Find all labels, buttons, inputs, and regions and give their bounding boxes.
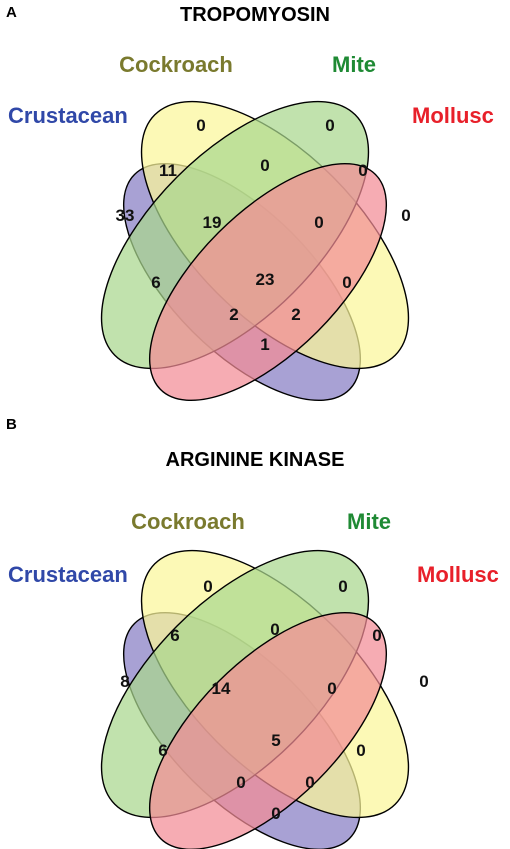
panel-b-letter: B <box>6 416 17 433</box>
count-crustacean-cockroach-mite: 14 <box>212 679 231 698</box>
venn-diagram-a: Crustacean Cockroach Mite Mollusc 33 0 0… <box>8 52 494 402</box>
count-all-four: 5 <box>271 731 280 750</box>
set-label-crustacean: Crustacean <box>8 103 128 128</box>
count-crustacean-only: 8 <box>120 672 129 691</box>
count-cockroach-mollusc: 0 <box>356 741 365 760</box>
count-cockroach-mollusc: 0 <box>342 273 351 292</box>
count-crustacean-only: 33 <box>116 206 135 225</box>
venn-diagram-b: Crustacean Cockroach Mite Mollusc 8 0 0 … <box>8 509 499 849</box>
set-label-mollusc: Mollusc <box>412 103 494 128</box>
set-label-mite: Mite <box>332 52 376 77</box>
count-crustacean-mollusc: 1 <box>260 335 269 354</box>
count-crustacean-mite: 6 <box>158 741 167 760</box>
set-ellipse-mollusc <box>148 611 388 849</box>
set-ellipse-mollusc <box>148 162 388 402</box>
count-cockroach-only: 0 <box>196 116 205 135</box>
count-mollusc-only: 0 <box>401 206 410 225</box>
set-label-mite: Mite <box>347 509 391 534</box>
set-label-cockroach: Cockroach <box>131 509 245 534</box>
panel-a-title: TROPOMYOSIN <box>179 4 330 26</box>
count-all-four: 23 <box>256 270 275 289</box>
set-label-mollusc: Mollusc <box>417 562 499 587</box>
count-cockroach-mite: 0 <box>260 156 269 175</box>
count-mite-only: 0 <box>338 577 347 596</box>
count-crustacean-cockroach-mollusc: 0 <box>305 773 314 792</box>
count-cockroach-only: 0 <box>203 577 212 596</box>
count-crustacean-cockroach-mollusc: 2 <box>291 305 300 324</box>
count-mollusc-only: 0 <box>419 672 428 691</box>
count-crustacean-mite-mollusc: 0 <box>236 773 245 792</box>
count-crustacean-mollusc: 0 <box>271 804 280 823</box>
count-mite-mollusc: 0 <box>372 626 381 645</box>
set-label-crustacean: Crustacean <box>8 562 128 587</box>
count-crustacean-mite: 6 <box>151 273 160 292</box>
panel-b-title: ARGININE KINASE <box>165 449 345 471</box>
count-cockroach-mite-mollusc: 0 <box>327 679 336 698</box>
panel-a-letter: A <box>6 4 17 21</box>
count-crustacean-cockroach-mite: 19 <box>203 213 222 232</box>
set-label-cockroach: Cockroach <box>119 52 233 77</box>
count-cockroach-mite-mollusc: 0 <box>314 213 323 232</box>
count-cockroach-mite: 0 <box>270 620 279 639</box>
count-crustacean-mite-mollusc: 2 <box>229 305 238 324</box>
count-crustacean-cockroach: 11 <box>159 161 177 180</box>
count-mite-mollusc: 0 <box>358 161 367 180</box>
count-crustacean-cockroach: 6 <box>170 626 179 645</box>
count-mite-only: 0 <box>325 116 334 135</box>
